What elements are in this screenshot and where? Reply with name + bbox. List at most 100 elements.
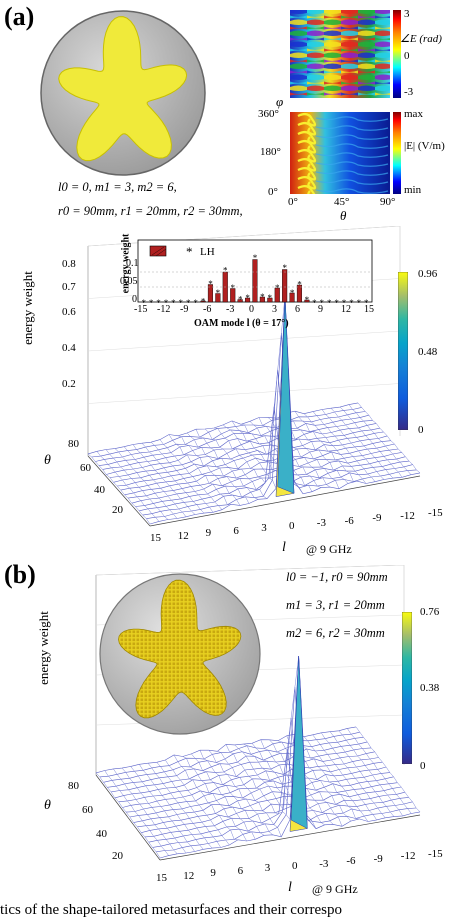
inset-lh-marker: *	[305, 295, 310, 305]
inset-ytick-2: 0	[132, 294, 137, 305]
inset-bar	[289, 292, 295, 303]
inset-bar	[274, 287, 280, 303]
surface-a-ztick-4: 0.2	[62, 378, 76, 390]
surface-b-l-tick-0: 15	[156, 872, 167, 884]
inset-lh-marker: *	[208, 279, 213, 289]
phase-colorbar-tick-top: 3	[404, 8, 410, 20]
surface-a-l-tick-9: -12	[400, 509, 415, 522]
panel-b-param-line2: m1 = 3, r1 = 20mm	[286, 598, 385, 612]
panel-b-param-line1: l0 = −1, r0 = 90mm	[286, 570, 388, 584]
surface-a-l-label: l	[282, 540, 286, 555]
inset-bar	[244, 297, 251, 303]
surface-b-l-tick-3: 6	[237, 864, 244, 877]
inset-bar	[207, 284, 213, 303]
inset-lh-marker: *	[282, 263, 287, 273]
surface-a-theta-tick-40: 40	[94, 484, 105, 496]
surface-a-ztick-0: 0.8	[62, 258, 76, 270]
surface-b-theta-label: θ	[44, 798, 51, 813]
surface-a-zlabel: energy weight	[20, 271, 35, 345]
surface-a-l-tick-7: -6	[344, 514, 354, 527]
inset-lh-marker: *	[186, 298, 191, 308]
inset-lh-marker: *	[223, 266, 228, 276]
surface-b-l-tick-6: -3	[319, 857, 329, 870]
inset-xtick-10: 15	[364, 304, 374, 315]
inset-lh-marker: *	[342, 298, 347, 308]
surface-a-colorbar	[398, 272, 408, 430]
inset-lh-marker: *	[179, 298, 184, 308]
inset-lh-marker: *	[193, 298, 198, 308]
amp-colorbar-tick-max: max	[404, 108, 423, 120]
surface-plot-a	[87, 226, 421, 527]
inset-bar	[304, 299, 310, 303]
surface-a-freq-label: @ 9 GHz	[306, 542, 352, 556]
amp-map-ylabel: φ	[276, 94, 284, 109]
metasurface-disc-a	[40, 10, 206, 176]
surface-a-colorbar-tick-min: 0	[418, 424, 424, 436]
surface-b-l-tick-2: 9	[210, 867, 216, 880]
inset-xtick-0: -15	[134, 304, 148, 315]
inset-xtick-7: 6	[295, 304, 300, 315]
surface-b-l-tick-10: -15	[428, 848, 443, 860]
amp-map-ytick-0: 0°	[268, 186, 278, 198]
inset-lh-marker: *	[334, 298, 339, 308]
inset-xtick-2: -9	[180, 304, 189, 315]
inset-lh-marker: *	[238, 295, 243, 305]
surface-a-l-tick-1: 12	[177, 529, 189, 542]
inset-legend-label: LH	[200, 246, 215, 258]
inset-lh-marker: *	[253, 253, 258, 263]
inset-lh-marker: *	[275, 283, 280, 293]
amp-map-xtick-45: 45°	[334, 196, 350, 208]
inset-xtick-3: -6	[203, 304, 212, 315]
amp-colorbar-tick-min: min	[404, 184, 422, 196]
surface-a-theta-tick-80: 80	[68, 438, 79, 450]
phase-colorbar-label: ∠E (rad)	[400, 33, 442, 45]
inset-lh-marker: *	[290, 288, 295, 298]
inset-xtick-8: 9	[318, 304, 323, 315]
phase-map	[290, 10, 390, 98]
amp-map	[290, 112, 390, 194]
surface-a-colorbar-tick-mid: 0.48	[418, 346, 438, 358]
inset-lh-marker: *	[171, 298, 176, 308]
surface-b-l-tick-4: 3	[264, 862, 271, 875]
inset-lh-marker: *	[230, 283, 235, 293]
phase-colorbar	[393, 10, 401, 98]
inset-lh-marker: *	[349, 298, 354, 308]
inset-bar	[237, 299, 243, 303]
surface-a-l-tick-10: -15	[428, 507, 443, 519]
surface-a-ztick-3: 0.4	[62, 342, 76, 354]
inset-bar	[200, 300, 206, 303]
inset-xlabel: OAM mode l (θ = 17°)	[194, 318, 289, 329]
amp-map-xlabel: θ	[340, 208, 347, 223]
inset-lh-marker: *	[364, 298, 369, 308]
surface-a-theta-label: θ	[44, 453, 51, 468]
panel-a-params-line2: r0 = 90mm, r1 = 20mm, r2 = 30mm,	[58, 204, 243, 218]
surface-b-colorbar-tick-mid: 0.38	[420, 682, 440, 694]
surface-b-theta-tick-20: 20	[112, 850, 123, 862]
amp-map-xtick-90: 90°	[380, 196, 396, 208]
surface-a-theta-tick-20: 20	[112, 504, 123, 516]
inset-lh-marker: *	[156, 298, 161, 308]
inset-lh-marker: *	[245, 293, 250, 303]
inset-bar	[282, 269, 288, 303]
inset-ytick-0: 0.1	[126, 258, 139, 269]
inset-lh-marker: *	[141, 298, 146, 308]
panel-a-label: (a)	[4, 2, 35, 31]
surface-a-l-tick-4: 3	[261, 522, 267, 534]
amp-colorbar-label: |E| (V/m)	[404, 140, 445, 152]
inset-bar	[215, 293, 221, 303]
surface-a-ztick-2: 0.6	[62, 306, 76, 318]
inset-bar	[252, 259, 258, 303]
surface-b-freq-label: @ 9 GHz	[312, 882, 358, 896]
surface-b-colorbar-tick-min: 0	[420, 760, 426, 772]
inset-ytick-1: 0.05	[120, 276, 138, 287]
surface-b-theta-tick-40: 40	[96, 828, 107, 840]
inset-lh-marker: *	[164, 298, 169, 308]
inset-xtick-5: 0	[249, 304, 254, 315]
surface-a-l-tick-3: 6	[233, 524, 239, 537]
panel-a-params-line1: l0 = 0, m1 = 3, m2 = 6,	[58, 180, 177, 194]
surface-a-theta-tick-60: 60	[80, 462, 91, 474]
amp-map-ytick-180: 180°	[260, 146, 281, 158]
surface-b-l-tick-5: 0	[292, 860, 298, 872]
inset-lh-marker: *	[297, 280, 302, 290]
surface-a-l-tick-8: -9	[372, 512, 382, 524]
